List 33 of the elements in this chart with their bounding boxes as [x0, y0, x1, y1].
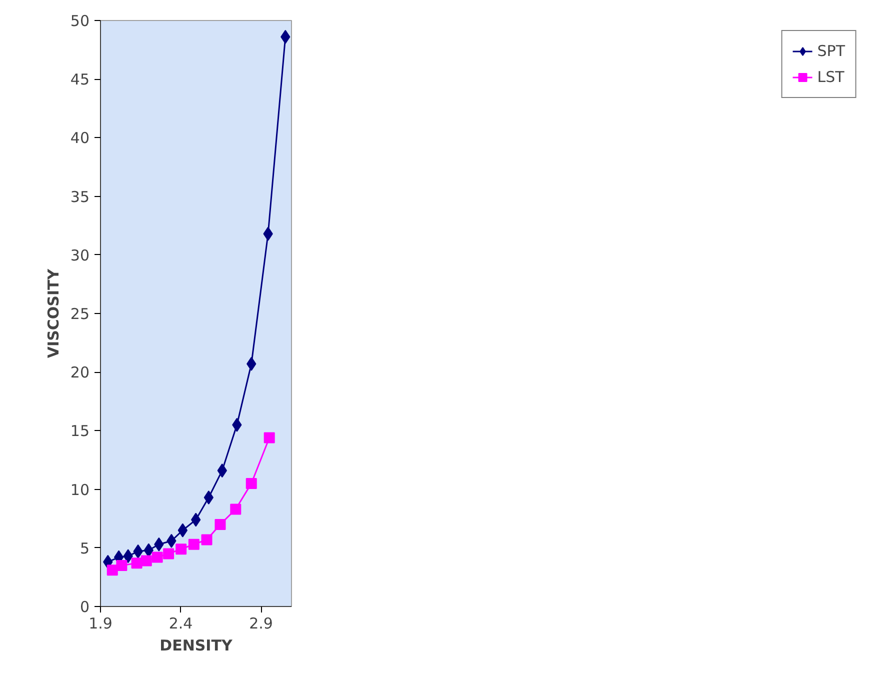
y-tick-label: 0 [80, 598, 90, 616]
y-tick-label: 30 [70, 246, 90, 264]
legend-label: SPT [817, 42, 845, 60]
y-tick-label: 25 [70, 305, 90, 323]
y-tick-label: 45 [70, 70, 90, 89]
point [178, 523, 188, 538]
point [264, 432, 275, 444]
x-tick-label: 1.9 [88, 614, 112, 632]
point [204, 490, 214, 505]
point [230, 504, 242, 515]
y-axis-title: VISCOSITY [44, 268, 62, 358]
y-tick-label: 20 [70, 364, 90, 382]
x-tick-label: 2.4 [168, 614, 193, 632]
point [163, 548, 174, 560]
y-tick-label: 50 [70, 12, 90, 30]
y-tick-label: 35 [70, 188, 90, 206]
y-tick-label: 15 [70, 422, 90, 440]
legend-label: LST [817, 68, 844, 86]
point [131, 558, 142, 569]
point [201, 534, 212, 546]
y-tick-label: 5 [80, 539, 90, 558]
y-tick-label: 40 [70, 129, 90, 148]
x-tick-label: 2.9 [249, 614, 273, 632]
point [188, 538, 200, 550]
y-tick-label: 10 [70, 480, 90, 499]
point [152, 552, 163, 563]
point [116, 560, 128, 571]
point [246, 478, 257, 489]
x-axis-title: DENSITY [160, 636, 234, 654]
point [140, 555, 152, 566]
point [106, 564, 118, 576]
point [214, 518, 226, 530]
point [176, 544, 187, 555]
